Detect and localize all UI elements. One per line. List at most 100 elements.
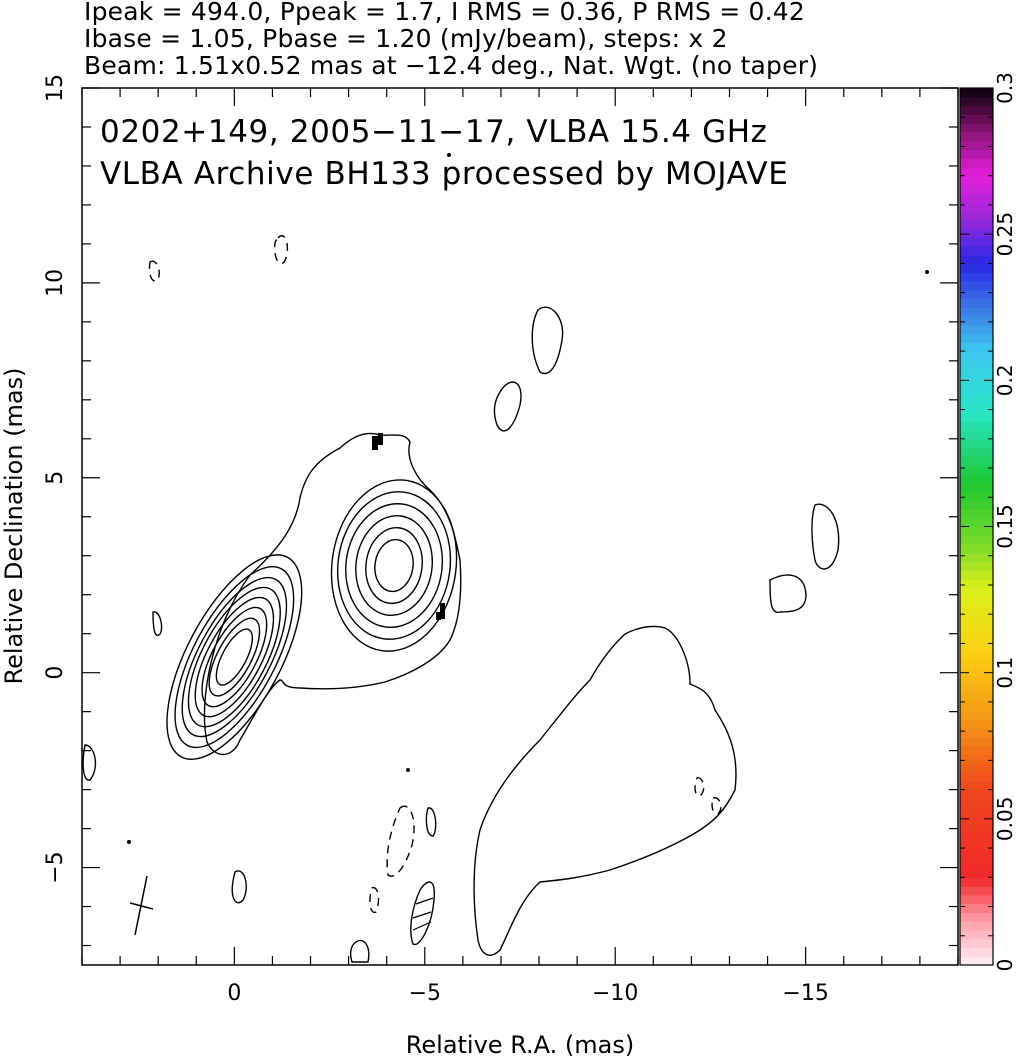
colorbar-label: 0.25 [993,212,1017,257]
colorbar-band [960,719,993,729]
core-contour [166,554,303,760]
colorbar-frame [959,87,994,966]
colorbar-band [960,456,993,466]
core-contour [208,617,261,697]
colorbar-label: 0 [993,959,1017,972]
noise-dot [406,768,410,772]
colorbar-band [960,96,993,107]
colorbar-band [960,351,993,361]
negative-contour [694,777,705,797]
colorbar-band [960,245,993,256]
hatch-mark [412,921,432,931]
colorbar-band [960,184,993,194]
y-tick-label: −5 [43,851,68,883]
core-contour [174,566,295,749]
colorbar-band [960,131,993,142]
colorbar-band [960,166,993,177]
colorbar-band [960,123,993,133]
colorbar-band [960,614,993,624]
colorbar-band [960,579,993,589]
noise-dot [127,840,131,844]
contour-layer [82,153,929,963]
colorbar-band [960,658,993,668]
colorbar-band [960,894,993,905]
colorbar-band [960,754,993,764]
y-tick-label: 0 [43,666,68,680]
negative-contour [148,260,160,282]
colorbar-band [960,403,993,414]
colorbar-band [960,938,993,949]
colorbar-band [960,105,993,115]
colorbar-label: 0.2 [993,364,1017,396]
colorbar-band [960,745,993,756]
core-contour [181,576,288,738]
colorbar-band [960,684,993,694]
colorbar-band [960,280,993,291]
header-line-3: Beam: 1.51x0.52 mas at −12.4 deg., Nat. … [84,51,818,80]
colorbar-band [960,693,993,703]
colorbar-band [960,412,993,422]
jet-contour [330,479,458,652]
colorbar-band [960,701,993,712]
polarization-pixel [440,603,445,619]
colorbar-band [960,447,993,457]
jet-contour [355,515,434,617]
isolated-contour [349,939,370,963]
colorbar-band [960,605,993,615]
colorbar-band [960,359,993,370]
colorbar-band [960,298,993,308]
colorbar-band [960,649,993,659]
x-tick-label: −5 [409,981,441,1006]
core-contour [194,596,275,718]
colorbar-band [960,193,993,203]
colorbar-band [960,377,993,387]
colorbar-band [960,272,993,282]
colorbar-band [960,587,993,598]
colorbar-band [960,254,993,264]
colorbar-label: 0.1 [993,657,1017,689]
plot-title: 0202+149, 2005−11−17, VLBA 15.4 GHz [100,114,767,150]
colorbar-band [960,517,993,528]
colorbar-band [960,333,993,343]
colorbar-band [960,859,993,870]
isolated-contour [82,744,97,781]
colorbar-band [960,824,993,835]
y-axis-label: Relative Declination (mas) [0,367,28,684]
colorbar-band [960,736,993,747]
colorbar-band [960,175,993,186]
colorbar-band [960,850,993,861]
colorbar-band [960,394,993,405]
polarization-pixel [378,433,383,445]
isolated-contour [493,381,522,432]
colorbar-band [960,438,993,449]
plot-subtitle: VLBA Archive BH133 processed by MOJAVE [100,156,788,192]
colorbar-band [960,88,993,98]
colorbar-band [960,710,993,721]
colorbar-band [960,210,993,221]
isolated-contour [425,807,437,837]
isolated-contour [531,306,564,375]
colorbar-band [960,947,993,957]
jet-contour [336,491,452,640]
colorbar-band [960,158,993,168]
colorbar-band [960,842,993,852]
colorbar-band [960,903,993,913]
y-tick-label: 15 [43,74,68,102]
colorbar-band [960,780,993,791]
colorbar-band [960,307,993,317]
x-tick-label: −10 [592,981,638,1006]
x-axis-label: Relative R.A. (mas) [406,1031,634,1059]
plot-frame [81,87,959,966]
isolated-contour [769,574,807,613]
colorbar-band [960,868,993,878]
y-tick-label: 10 [43,269,68,297]
envelope-contour [203,432,462,756]
colorbar-band [960,570,993,580]
diffuse-contour [473,625,737,956]
colorbar-band [960,833,993,843]
colorbar-band [960,763,993,773]
header-line-1: Ipeak = 494.0, Ppeak = 1.7, I RMS = 0.36… [84,0,805,26]
header-line-2: Ibase = 1.05, Pbase = 1.20 (mJy/beam), s… [84,24,728,53]
isolated-contour [811,503,840,570]
colorbar-band [960,237,993,247]
